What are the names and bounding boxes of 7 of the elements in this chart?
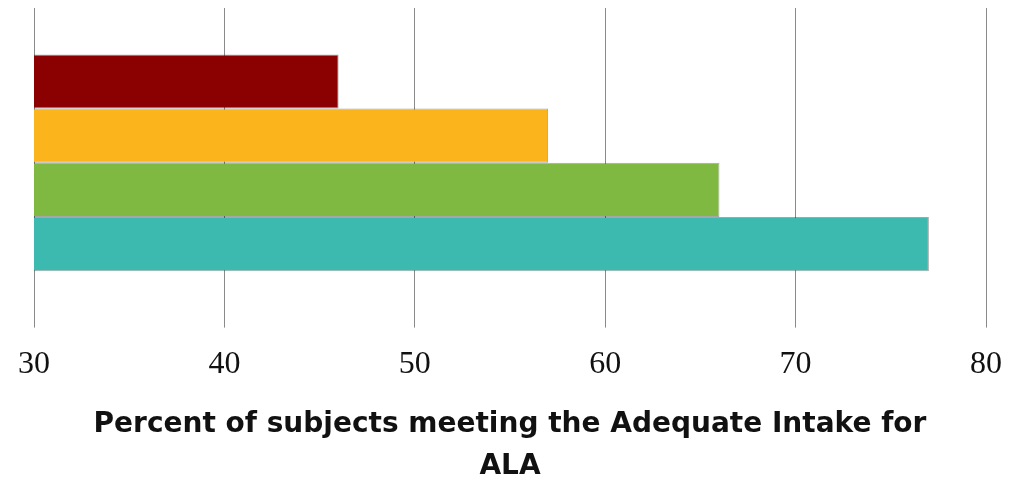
x-tick-label: 70 <box>779 344 812 381</box>
x-tick-label: 50 <box>398 344 431 381</box>
x-tick-label: 80 <box>970 344 1002 381</box>
x-axis-title: Percent of subjects meeting the Adequate Intake for ALA <box>92 405 928 483</box>
x-tick-label: 60 <box>589 344 622 381</box>
x-tick-label: 30 <box>18 344 50 381</box>
x-tick-label: 40 <box>208 344 241 381</box>
